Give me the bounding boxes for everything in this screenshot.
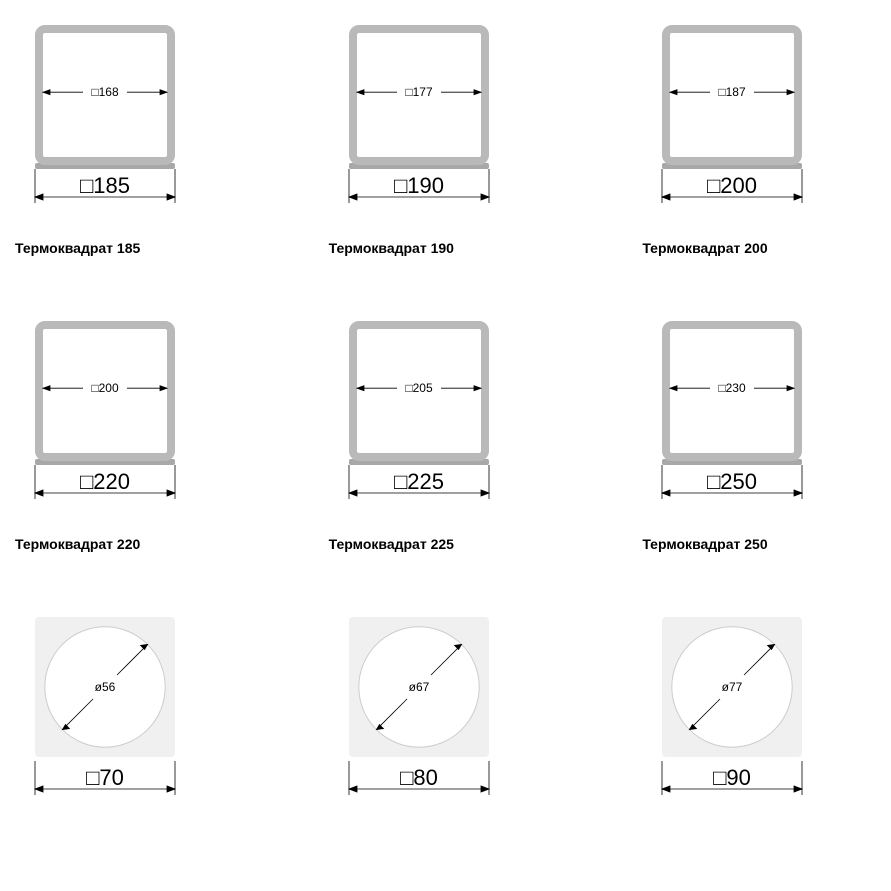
inner-dim-label: □200 <box>91 381 119 395</box>
circle-drawing: ø67 □80 <box>329 607 529 802</box>
outer-dim-label: □70 <box>86 765 124 790</box>
diameter-label: ø56 <box>95 680 116 694</box>
product-caption: Термоквадрат 190 <box>329 240 454 256</box>
square-drawing: □177 □190 <box>329 15 529 210</box>
circle-drawing: ø77 □90 <box>642 607 842 802</box>
product-caption: Термоквадрат 220 <box>15 536 140 552</box>
product-card: □168 □185 Термоквадрат 185 <box>15 15 249 311</box>
drawing: □200 □220 <box>15 311 215 506</box>
square-drawing: □205 □225 <box>329 311 529 506</box>
product-card: □187 □200 Термоквадрат 200 <box>642 15 876 311</box>
drawing: □187 □200 <box>642 15 842 210</box>
square-drawing: □168 □185 <box>15 15 215 210</box>
inner-dim-label: □177 <box>405 85 433 99</box>
outer-dim-label: □90 <box>713 765 751 790</box>
drawing: □205 □225 <box>329 311 529 506</box>
product-caption: Термоквадрат 225 <box>329 536 454 552</box>
product-card: ø77 □90 <box>642 607 876 802</box>
diameter-label: ø67 <box>408 680 429 694</box>
product-card: ø56 □70 <box>15 607 249 802</box>
drawing: □230 □250 <box>642 311 842 506</box>
inner-dim-label: □230 <box>719 381 747 395</box>
product-card: □177 □190 Термоквадрат 190 <box>329 15 563 311</box>
drawing: □177 □190 <box>329 15 529 210</box>
drawing: □168 □185 <box>15 15 215 210</box>
product-card: □230 □250 Термоквадрат 250 <box>642 311 876 607</box>
drawing: ø77 □90 <box>642 607 842 802</box>
product-caption: Термоквадрат 200 <box>642 240 767 256</box>
product-card: □200 □220 Термоквадрат 220 <box>15 311 249 607</box>
inner-dim-label: □168 <box>91 85 119 99</box>
diameter-label: ø77 <box>722 680 743 694</box>
outer-dim-label: □250 <box>707 469 757 494</box>
outer-dim-label: □185 <box>80 173 130 198</box>
drawing: ø67 □80 <box>329 607 529 802</box>
outer-dim-label: □80 <box>400 765 438 790</box>
square-drawing: □230 □250 <box>642 311 842 506</box>
product-caption: Термоквадрат 250 <box>642 536 767 552</box>
outer-dim-label: □225 <box>394 469 444 494</box>
square-drawing: □200 □220 <box>15 311 215 506</box>
square-drawing: □187 □200 <box>642 15 842 210</box>
product-card: □205 □225 Термоквадрат 225 <box>329 311 563 607</box>
product-grid: □168 □185 Термоквадрат 185 □177 <box>0 0 891 802</box>
drawing: ø56 □70 <box>15 607 215 802</box>
inner-dim-label: □187 <box>719 85 747 99</box>
circle-drawing: ø56 □70 <box>15 607 215 802</box>
outer-dim-label: □220 <box>80 469 130 494</box>
outer-dim-label: □190 <box>394 173 444 198</box>
product-card: ø67 □80 <box>329 607 563 802</box>
product-caption: Термоквадрат 185 <box>15 240 140 256</box>
inner-dim-label: □205 <box>405 381 433 395</box>
outer-dim-label: □200 <box>707 173 757 198</box>
